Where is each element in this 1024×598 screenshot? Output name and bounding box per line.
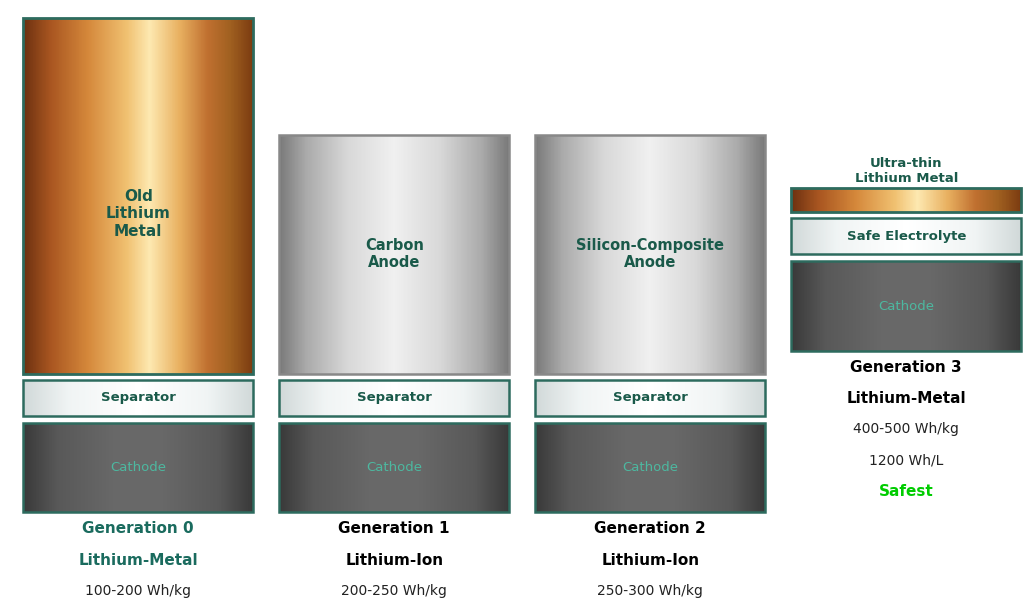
Text: 100-200 Wh/kg: 100-200 Wh/kg [85, 584, 191, 597]
Text: Generation 1: Generation 1 [339, 521, 450, 536]
Text: Lithium-Metal: Lithium-Metal [847, 391, 966, 406]
Bar [23, 423, 253, 512]
Text: Cathode: Cathode [111, 461, 166, 474]
Text: Lithium-Ion: Lithium-Ion [345, 553, 443, 568]
Text: 1200 Wh/L: 1200 Wh/L [869, 453, 943, 467]
Text: Generation 2: Generation 2 [594, 521, 707, 536]
Text: Cathode: Cathode [879, 300, 934, 313]
Bar [23, 18, 253, 374]
Bar [279, 380, 509, 416]
Bar [535, 423, 765, 512]
Text: Generation 0: Generation 0 [82, 521, 195, 536]
Text: Safest: Safest [879, 484, 934, 499]
Text: Lithium-Metal: Lithium-Metal [79, 553, 198, 568]
Text: Safe Electrolyte: Safe Electrolyte [847, 230, 966, 243]
Bar [279, 423, 509, 512]
Bar [279, 135, 509, 374]
Bar [791, 188, 1021, 212]
Text: Ultra-thin
Lithium Metal: Ultra-thin Lithium Metal [855, 157, 957, 185]
Text: 200-250 Wh/kg: 200-250 Wh/kg [341, 584, 447, 597]
Text: Separator: Separator [100, 391, 176, 404]
Bar [535, 135, 765, 374]
Text: Cathode: Cathode [367, 461, 422, 474]
Bar [791, 261, 1021, 351]
Text: 250-300 Wh/kg: 250-300 Wh/kg [597, 584, 703, 597]
Bar [791, 218, 1021, 254]
Text: 400-500 Wh/kg: 400-500 Wh/kg [853, 422, 959, 436]
Text: Lithium-Ion: Lithium-Ion [601, 553, 699, 568]
Text: Separator: Separator [612, 391, 688, 404]
Text: Generation 3: Generation 3 [850, 360, 963, 375]
Text: Silicon-Composite
Anode: Silicon-Composite Anode [577, 238, 724, 270]
Bar [23, 380, 253, 416]
Text: Carbon
Anode: Carbon Anode [365, 238, 424, 270]
Bar [535, 380, 765, 416]
Text: Cathode: Cathode [623, 461, 678, 474]
Text: Old
Lithium
Metal: Old Lithium Metal [105, 189, 171, 239]
Text: Separator: Separator [356, 391, 432, 404]
